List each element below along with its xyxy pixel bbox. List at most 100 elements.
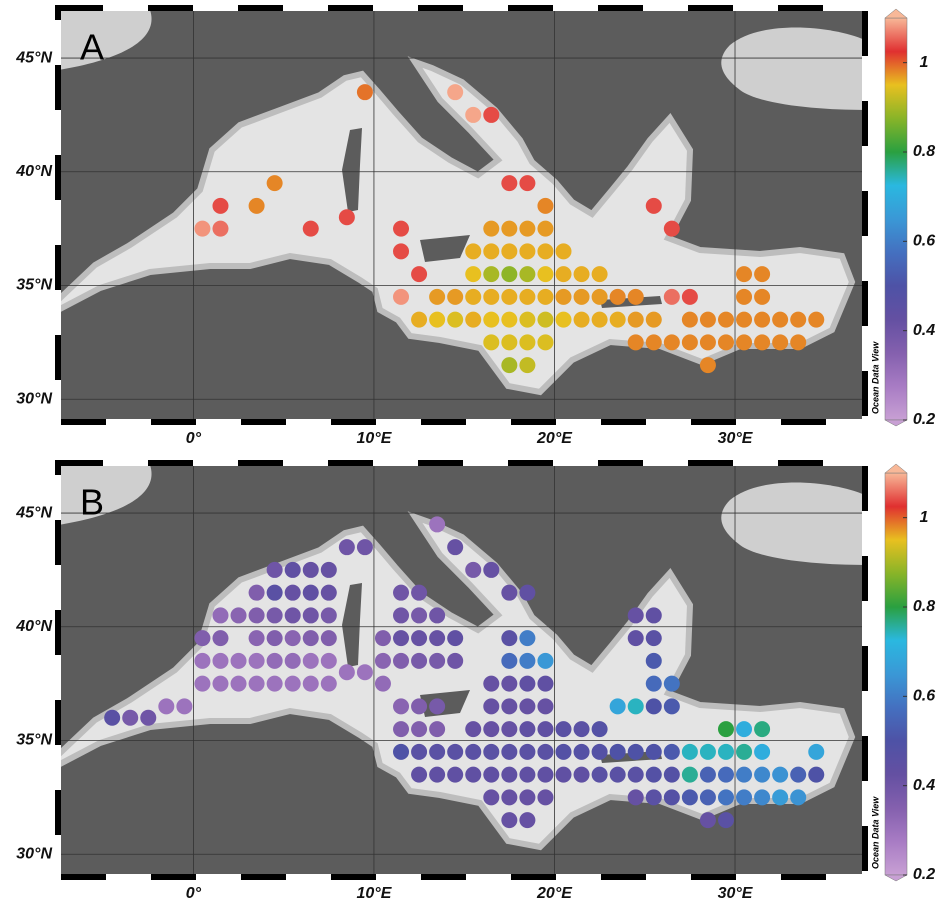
station: [736, 721, 752, 737]
station: [574, 721, 590, 737]
station: [483, 744, 499, 760]
x-tick-label: 20°E: [536, 885, 573, 902]
station: [447, 653, 463, 669]
station: [754, 767, 770, 783]
station: [212, 221, 228, 237]
station: [140, 710, 156, 726]
station: [519, 243, 535, 259]
station: [501, 334, 517, 350]
station: [718, 744, 734, 760]
station: [176, 698, 192, 714]
station: [682, 767, 698, 783]
station: [194, 630, 210, 646]
colorbar-label: 0.2: [913, 866, 935, 883]
station: [537, 221, 553, 237]
station: [772, 312, 788, 328]
station: [483, 289, 499, 305]
station: [682, 744, 698, 760]
station: [321, 630, 337, 646]
station: [700, 357, 716, 373]
station: [501, 744, 517, 760]
colorbar-label: 0.6: [913, 233, 935, 250]
station: [429, 653, 445, 669]
station: [212, 607, 228, 623]
station: [501, 312, 517, 328]
station: [321, 562, 337, 578]
figure: 0°10°E20°E30°E30°N35°N40°N45°NAOcean Dat…: [0, 0, 943, 905]
station: [483, 312, 499, 328]
station: [465, 744, 481, 760]
colorbar-label: 0.6: [913, 688, 935, 705]
station: [556, 744, 572, 760]
station: [556, 312, 572, 328]
station: [736, 744, 752, 760]
station: [212, 653, 228, 669]
station: [321, 607, 337, 623]
station: [628, 312, 644, 328]
station: [519, 767, 535, 783]
colorbar-label: 0.4: [913, 322, 935, 339]
basemap-a: [58, 8, 865, 422]
y-tick-label: 30°N: [16, 390, 52, 407]
station: [682, 334, 698, 350]
station: [537, 767, 553, 783]
station: [429, 721, 445, 737]
station: [393, 585, 409, 601]
station: [321, 653, 337, 669]
station: [664, 789, 680, 805]
station: [556, 721, 572, 737]
station: [772, 767, 788, 783]
station: [519, 221, 535, 237]
station: [249, 585, 265, 601]
basemap-b: [58, 463, 865, 877]
station: [537, 721, 553, 737]
station: [483, 767, 499, 783]
station: [664, 698, 680, 714]
station: [447, 312, 463, 328]
station: [303, 562, 319, 578]
station: [501, 630, 517, 646]
station: [447, 539, 463, 555]
station: [483, 721, 499, 737]
station: [646, 607, 662, 623]
station: [267, 175, 283, 191]
colorbar-label: 0.2: [913, 411, 935, 428]
station: [519, 653, 535, 669]
station: [429, 744, 445, 760]
station: [429, 312, 445, 328]
station: [736, 334, 752, 350]
station: [646, 789, 662, 805]
station: [483, 676, 499, 692]
x-tick-label: 0°: [186, 430, 202, 447]
station: [411, 744, 427, 760]
station: [303, 221, 319, 237]
station: [556, 266, 572, 282]
station: [501, 585, 517, 601]
station: [646, 334, 662, 350]
station: [429, 289, 445, 305]
station: [465, 767, 481, 783]
station: [628, 698, 644, 714]
x-tick-label: 30°E: [718, 885, 754, 902]
panel-label: A: [80, 27, 104, 68]
station: [267, 607, 283, 623]
station: [393, 221, 409, 237]
colorbar-label: 0.8: [913, 143, 935, 160]
station: [682, 789, 698, 805]
station: [556, 243, 572, 259]
x-tick-label: 20°E: [536, 430, 573, 447]
station: [303, 585, 319, 601]
station: [194, 653, 210, 669]
station: [249, 653, 265, 669]
station: [592, 289, 608, 305]
station: [519, 357, 535, 373]
station: [628, 630, 644, 646]
station: [483, 243, 499, 259]
colorbar-cap: [885, 9, 907, 18]
station: [429, 607, 445, 623]
station: [303, 630, 319, 646]
station: [194, 676, 210, 692]
station: [357, 539, 373, 555]
station: [808, 312, 824, 328]
station: [628, 289, 644, 305]
